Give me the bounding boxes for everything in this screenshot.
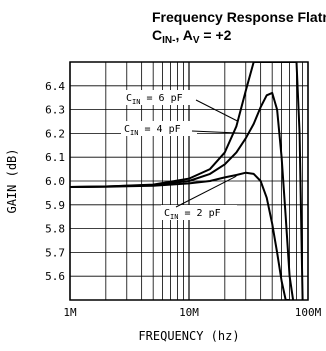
- annotation-leader-line: [175, 175, 237, 208]
- y-tick-label: 5.8: [45, 223, 65, 236]
- plot-frame: [69, 61, 309, 301]
- series-label-c: C: [124, 124, 130, 135]
- x-tick-label: 100M: [295, 306, 322, 319]
- y-tick-label: 6.0: [45, 175, 65, 188]
- series-label-c: C: [164, 208, 170, 219]
- series-label-subscript: IN: [170, 213, 178, 221]
- y-tick-label: 5.6: [45, 270, 65, 283]
- y-tick-label: 6.1: [45, 151, 65, 164]
- title-gain: = +2: [200, 27, 232, 43]
- y-tick-label: 6.4: [45, 80, 65, 93]
- y-tick-label: 6.2: [45, 127, 65, 140]
- series-label-value: = 6 pF: [140, 93, 182, 104]
- x-tick-label: 1M: [63, 306, 77, 319]
- series-line-3: [70, 171, 290, 300]
- title-in-subscript: IN-: [162, 35, 175, 46]
- series-label-1: CIN = 6 pF: [126, 93, 183, 106]
- series-line-2: [70, 91, 295, 300]
- annotation-leader-line: [195, 99, 239, 122]
- x-tick-labels: 1M 10M 100M: [63, 306, 321, 319]
- chart-title-line1: Frequency Response Flatness vs: [152, 9, 326, 25]
- y-tick-label: 5.9: [45, 199, 65, 212]
- y-tick-labels: 5.6 5.7 5.8 5.9 6.0 6.1 6.2 6.3 6.4: [45, 80, 65, 283]
- title-c: C: [152, 27, 162, 43]
- series-label-c: C: [126, 93, 132, 104]
- x-tick-label: 10M: [179, 306, 199, 319]
- series-label-3: CIN = 2 pF: [164, 208, 221, 221]
- series-label-subscript: IN: [132, 98, 140, 106]
- series-label-value: = 2 pF: [178, 208, 220, 219]
- annotation-leader-line: [191, 130, 246, 134]
- series-line-1: [70, 62, 304, 300]
- chart-title: Frequency Response Flatness vs CIN-, AV …: [152, 9, 326, 46]
- series-label-value: = 4 pF: [138, 124, 180, 135]
- annotation-background: [161, 205, 237, 220]
- y-axis-label: GAIN (dB): [5, 148, 19, 213]
- annotation-background: [121, 121, 197, 136]
- series-label-subscript: IN: [130, 129, 138, 137]
- chart-title-line2: CIN-, AV = +2: [152, 27, 232, 46]
- series-lines: [70, 62, 304, 300]
- series-label-2: CIN = 4 pF: [124, 124, 181, 137]
- y-tick-label: 6.3: [45, 104, 65, 117]
- y-tick-label: 5.7: [45, 246, 65, 259]
- annotation-background: [123, 90, 199, 105]
- x-axis-label: FREQUENCY (hz): [138, 329, 239, 343]
- title-v-subscript: V: [193, 35, 200, 46]
- title-av: , A: [175, 27, 192, 43]
